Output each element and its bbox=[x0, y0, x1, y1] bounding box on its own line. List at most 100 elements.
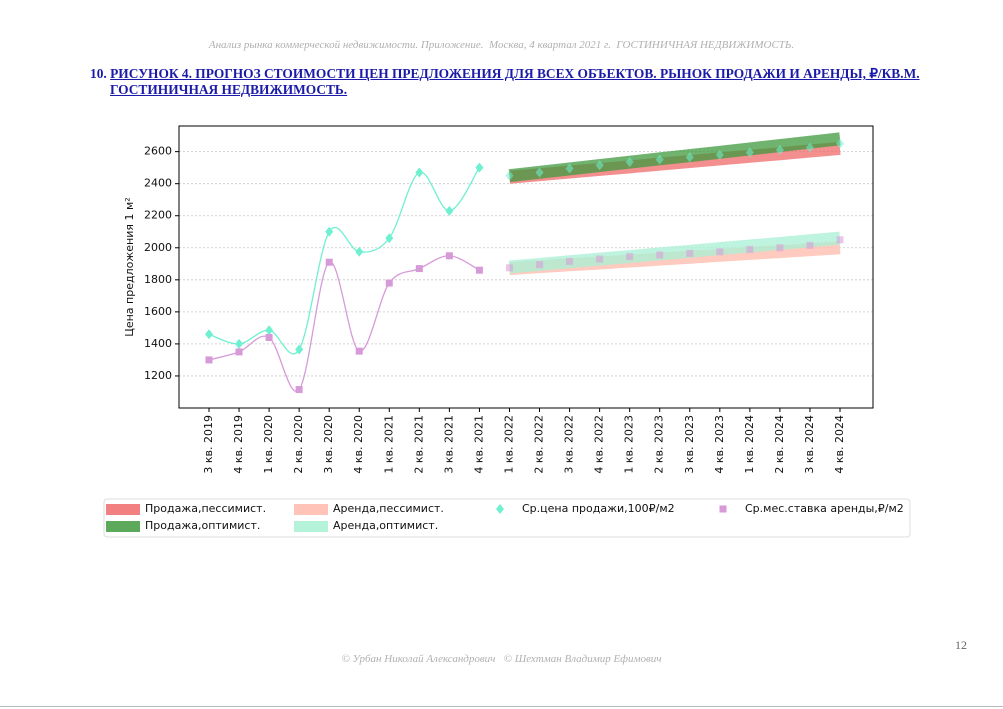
point bbox=[325, 226, 334, 237]
y-tick-label: 2600 bbox=[144, 145, 172, 158]
point bbox=[535, 167, 544, 178]
point bbox=[205, 356, 213, 364]
legend-swatch bbox=[106, 521, 140, 532]
point bbox=[716, 248, 724, 256]
legend-entry: Продажа,оптимист. bbox=[106, 519, 260, 532]
point bbox=[536, 261, 544, 269]
point bbox=[235, 348, 243, 356]
x-tick-label: 1 кв. 2024 bbox=[743, 415, 756, 474]
x-tick-label: 4 кв. 2019 bbox=[232, 415, 245, 474]
legend-swatch bbox=[294, 521, 328, 532]
x-tick-label: 2 кв. 2023 bbox=[653, 415, 666, 474]
point bbox=[565, 163, 574, 174]
running-header: Анализ рынка коммерческой недвижимости. … bbox=[208, 39, 795, 51]
x-tick-label: 3 кв. 2020 bbox=[322, 415, 335, 474]
point bbox=[596, 255, 604, 263]
x-tick-label: 4 кв. 2020 bbox=[352, 415, 365, 474]
point bbox=[686, 249, 694, 257]
x-tick-label: 4 кв. 2023 bbox=[713, 415, 726, 474]
x-tick-label: 3 кв. 2022 bbox=[563, 415, 576, 474]
x-tick-label: 1 кв. 2021 bbox=[382, 415, 395, 474]
x-tick-label: 1 кв. 2022 bbox=[502, 415, 515, 474]
trend-curve bbox=[208, 255, 480, 392]
point bbox=[265, 325, 274, 336]
y-tick-label: 1400 bbox=[144, 337, 172, 350]
x-tick-label: 3 кв. 2024 bbox=[803, 415, 816, 474]
x-tick-label: 3 кв. 2023 bbox=[683, 415, 696, 474]
point bbox=[625, 157, 634, 168]
point bbox=[566, 257, 574, 265]
y-tick-label: 1200 bbox=[144, 369, 172, 382]
y-tick-label: 2400 bbox=[144, 177, 172, 190]
point bbox=[715, 149, 724, 160]
legend-label: Ср.цена продажи,100₽/м2 bbox=[522, 502, 675, 515]
page-number: 12 bbox=[955, 638, 967, 652]
y-tick-label: 2200 bbox=[144, 209, 172, 222]
point bbox=[595, 160, 604, 171]
point bbox=[505, 170, 514, 181]
footer: © Урбан Николай Александрович © Шехтман … bbox=[341, 653, 662, 665]
point bbox=[445, 205, 454, 216]
legend-label: Продажа,оптимист. bbox=[145, 519, 260, 532]
x-tick-label: 2 кв. 2021 bbox=[412, 415, 425, 474]
x-tick-label: 4 кв. 2024 bbox=[833, 415, 846, 474]
point bbox=[836, 138, 844, 149]
trend-curve bbox=[208, 167, 480, 355]
point bbox=[836, 236, 844, 244]
point bbox=[775, 145, 784, 156]
y-axis-label: Цена предложения 1 м² bbox=[123, 197, 136, 336]
legend-entry: Аренда,пессимист. bbox=[294, 502, 444, 515]
point bbox=[656, 251, 664, 259]
point bbox=[415, 265, 423, 273]
chart: 1200 1400 1600 1800 2000 2200 2400 2600 3 кв. 20… bbox=[103, 125, 911, 538]
legend-label: Ср.мес.ставка аренды,₽/м2 bbox=[745, 502, 904, 515]
y-tick-label: 1800 bbox=[144, 273, 172, 286]
point bbox=[475, 266, 483, 274]
point bbox=[445, 252, 453, 260]
point bbox=[295, 386, 303, 394]
x-tick-label: 4 кв. 2022 bbox=[593, 415, 606, 474]
point bbox=[205, 329, 213, 340]
legend-label: Продажа,пессимист. bbox=[145, 502, 266, 515]
point bbox=[475, 162, 484, 173]
point bbox=[385, 279, 393, 287]
point bbox=[626, 253, 634, 261]
figure-number: 10. bbox=[90, 66, 107, 81]
point bbox=[655, 154, 664, 165]
point bbox=[265, 334, 273, 341]
legend-swatch bbox=[106, 504, 140, 515]
point bbox=[685, 152, 694, 163]
x-tick-label: 1 кв. 2020 bbox=[262, 415, 275, 474]
point bbox=[385, 233, 394, 244]
x-tick-label: 2 кв. 2024 bbox=[773, 415, 786, 474]
point bbox=[325, 258, 333, 266]
point bbox=[806, 241, 814, 249]
point bbox=[805, 142, 814, 153]
point bbox=[746, 245, 754, 253]
point bbox=[355, 246, 364, 257]
x-tick-label: 2 кв. 2020 bbox=[292, 415, 305, 474]
point bbox=[295, 344, 304, 355]
legend-label: Аренда,оптимист. bbox=[333, 519, 438, 532]
legend-entry: Ср.мес.ставка аренды,₽/м2 bbox=[719, 502, 904, 515]
y-tick-label: 1600 bbox=[144, 305, 172, 318]
point bbox=[355, 347, 363, 355]
point bbox=[415, 167, 424, 178]
point bbox=[235, 338, 244, 349]
point bbox=[776, 244, 784, 252]
point bbox=[745, 147, 754, 158]
plot-frame bbox=[178, 125, 874, 409]
x-tick-label: 3 кв. 2021 bbox=[442, 415, 455, 474]
figure-caption: 10. РИСУНОК 4. ПРОГНОЗ СТОИМОСТИ ЦЕН ПРЕ… bbox=[90, 66, 950, 98]
legend-swatch bbox=[719, 505, 727, 513]
legend-swatch bbox=[294, 504, 328, 515]
x-tick-label: 1 кв. 2023 bbox=[623, 415, 636, 474]
x-tick-label: 2 кв. 2022 bbox=[533, 415, 546, 474]
legend-swatch bbox=[496, 504, 504, 514]
x-tick-label: 4 кв. 2021 bbox=[472, 415, 485, 474]
y-tick-label: 2000 bbox=[144, 241, 172, 254]
page-edge bbox=[0, 706, 1003, 707]
figure-title: РИСУНОК 4. ПРОГНОЗ СТОИМОСТИ ЦЕН ПРЕДЛОЖ… bbox=[110, 66, 920, 97]
x-tick-label: 3 кв. 2019 bbox=[202, 415, 215, 474]
